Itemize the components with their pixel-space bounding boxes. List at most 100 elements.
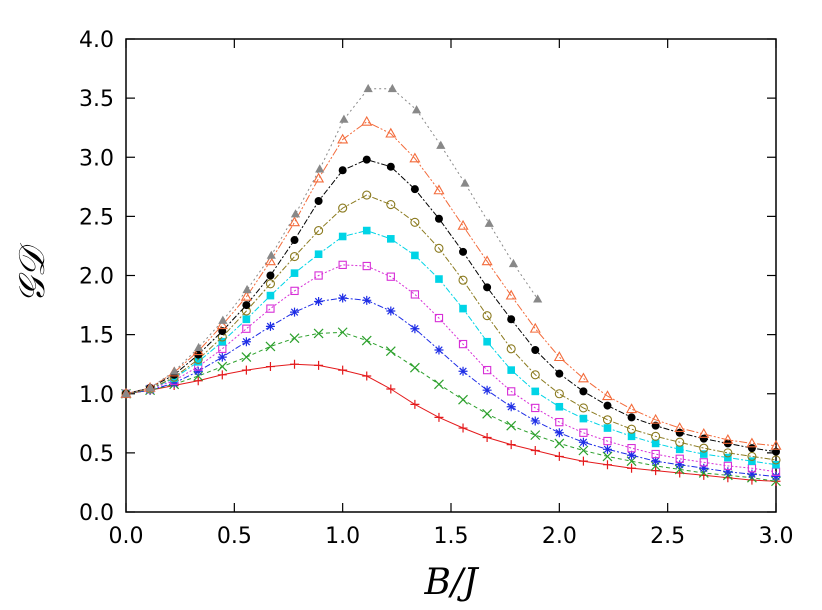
data-point-circle: [314, 226, 324, 236]
data-point-circle: [507, 315, 516, 324]
data-point-x: [217, 361, 228, 372]
data-point-square: [386, 272, 395, 281]
data-point-square: [699, 458, 708, 467]
data-point-plus: [241, 365, 251, 375]
data-point-circle: [747, 444, 756, 453]
data-point-square: [362, 261, 371, 271]
data-point-star: [434, 345, 444, 355]
data-point-star: [506, 402, 516, 412]
series-line: [125, 159, 777, 453]
data-point-circle: [362, 155, 371, 164]
data-point-circle: [338, 166, 347, 175]
data-point-triangle: [409, 152, 421, 163]
data-point-circle: [506, 344, 516, 354]
data-point-circle: [531, 345, 540, 354]
data-point-circle: [482, 311, 492, 321]
data-point-plus: [290, 359, 300, 369]
data-point-square: [290, 286, 299, 296]
data-point-circle: [699, 443, 709, 453]
data-point-square: [314, 250, 323, 259]
data-point-square: [627, 432, 636, 441]
data-point-circle: [675, 428, 684, 437]
axis-ticks: [125, 38, 777, 513]
data-point-x: [506, 420, 517, 431]
data-point-square: [482, 365, 492, 375]
data-point-x: [434, 379, 444, 390]
data-point-star: [217, 352, 227, 362]
data-point-triangle: [457, 219, 469, 230]
data-point-square: [603, 436, 612, 446]
data-point-triangle: [240, 290, 252, 301]
data-point-square: [627, 443, 636, 453]
data-point-triangle: [770, 439, 782, 450]
data-point-square: [290, 269, 299, 277]
data-point-plus: [627, 463, 637, 473]
data-point-x: [771, 476, 781, 487]
data-point-triangle: [433, 184, 445, 195]
data-point-star: [554, 428, 564, 438]
series-line: [125, 194, 777, 461]
data-point-star: [578, 437, 588, 447]
data-point-circle: [603, 401, 612, 410]
data-point-square: [314, 271, 323, 280]
data-point-square: [699, 450, 708, 458]
data-point-x: [554, 438, 565, 449]
data-point-circle: [483, 283, 492, 292]
x-tick-label: 0.0: [109, 524, 144, 549]
data-point-x: [674, 464, 685, 475]
data-point-triangle: [337, 133, 349, 144]
data-point-circle: [699, 434, 708, 443]
data-point-triangle: [266, 250, 276, 259]
data-point-square: [266, 304, 275, 313]
series-line: [125, 363, 777, 482]
data-point-triangle: [650, 413, 662, 424]
y-tick-label: 4.0: [79, 28, 114, 53]
data-point-plus: [554, 451, 564, 461]
data-point-circle: [651, 431, 661, 441]
data-point-circle: [338, 203, 348, 213]
data-point-circle: [290, 236, 299, 245]
data-point-star: [723, 467, 733, 477]
data-point-triangle: [746, 437, 758, 448]
data-point-triangle: [169, 366, 180, 375]
data-point-square: [242, 324, 251, 333]
data-point-x: [698, 468, 709, 478]
data-point-plus: [193, 376, 203, 386]
data-point-star: [675, 460, 685, 470]
data-point-circle: [410, 217, 420, 227]
series-8: [120, 115, 782, 450]
data-point-circle: [289, 252, 300, 262]
data-point-square: [724, 453, 732, 462]
data-point-circle: [723, 448, 733, 458]
x-tick-label: 1.0: [325, 524, 360, 549]
data-point-triangle: [481, 255, 493, 266]
data-point-circle: [578, 403, 588, 413]
data-point-triangle: [722, 433, 734, 444]
data-point-circle: [675, 437, 685, 447]
data-point-square: [387, 235, 395, 243]
data-point-plus: [217, 370, 227, 380]
data-point-square: [651, 439, 660, 448]
data-point-square: [194, 358, 203, 366]
y-axis-label: 𝒢𝒟: [12, 243, 53, 304]
data-point-plus: [314, 360, 324, 370]
data-point-plus: [578, 456, 588, 466]
data-point-square: [410, 290, 420, 299]
y-tick-label: 3.5: [79, 87, 114, 112]
data-point-plus: [651, 466, 661, 476]
data-point-square: [459, 304, 467, 313]
data-point-square: [772, 460, 780, 469]
data-point-star: [458, 366, 468, 376]
data-point-triangle: [626, 403, 638, 414]
data-point-circle: [386, 200, 396, 210]
data-point-triangle: [363, 83, 373, 93]
data-point-triangle: [533, 294, 543, 303]
data-point-square: [555, 402, 564, 411]
data-point-circle: [747, 451, 757, 461]
data-point-square: [362, 226, 371, 235]
data-point-square: [242, 315, 251, 324]
data-point-square: [266, 291, 275, 300]
data-point-x: [289, 333, 300, 344]
data-point-square: [748, 457, 756, 465]
data-point-plus: [602, 460, 612, 470]
